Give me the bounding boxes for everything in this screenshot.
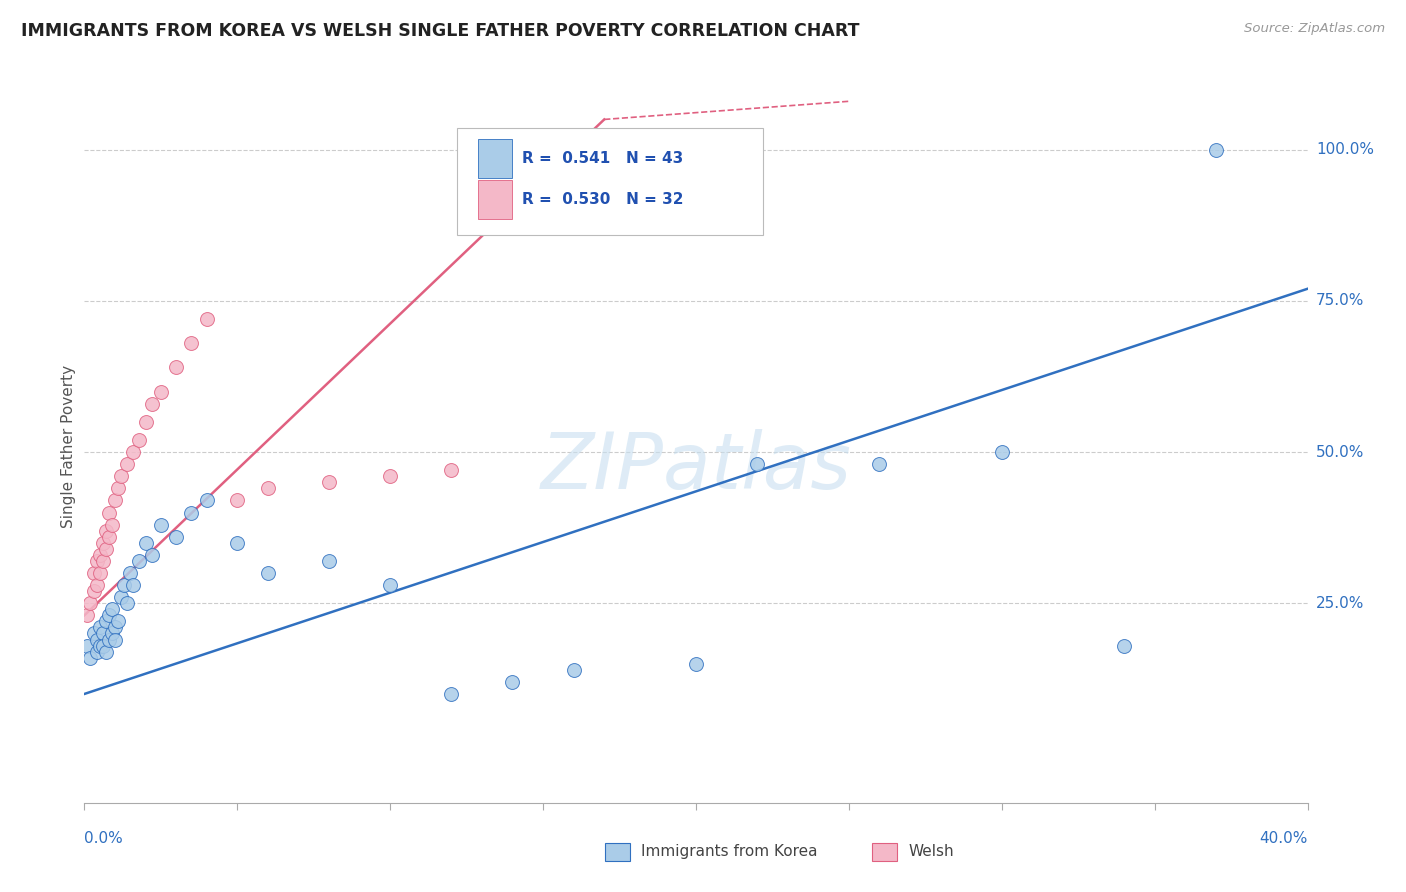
Text: Welsh: Welsh: [908, 845, 953, 859]
Point: [97, 632, 120, 647]
Point: [86, 632, 108, 647]
Point: [79, 650, 101, 665]
Bar: [872, 843, 897, 861]
Point: [76, 639, 98, 653]
Text: 75.0%: 75.0%: [1316, 293, 1364, 309]
Bar: [478, 180, 513, 219]
Point: [195, 312, 218, 326]
Point: [991, 445, 1014, 459]
Point: [149, 517, 172, 532]
Point: [91, 626, 114, 640]
Point: [318, 475, 340, 490]
Point: [149, 384, 172, 399]
Point: [128, 554, 150, 568]
Text: Immigrants from Korea: Immigrants from Korea: [641, 845, 818, 859]
Point: [91, 554, 114, 568]
Point: [94, 524, 117, 538]
Point: [226, 535, 249, 549]
Point: [97, 506, 120, 520]
Point: [94, 615, 117, 629]
Point: [107, 615, 129, 629]
Point: [97, 608, 120, 623]
Point: [180, 506, 202, 520]
Point: [380, 469, 402, 483]
Point: [89, 639, 111, 653]
Point: [91, 639, 114, 653]
FancyBboxPatch shape: [457, 128, 763, 235]
Text: 40.0%: 40.0%: [1260, 831, 1308, 847]
Point: [128, 433, 150, 447]
Point: [89, 620, 111, 634]
Text: 100.0%: 100.0%: [1316, 142, 1374, 157]
Text: R =  0.530   N = 32: R = 0.530 N = 32: [522, 192, 683, 207]
Point: [76, 608, 98, 623]
Point: [104, 620, 127, 634]
Point: [115, 596, 138, 610]
Text: 50.0%: 50.0%: [1316, 444, 1364, 459]
Point: [318, 554, 340, 568]
Text: IMMIGRANTS FROM KOREA VS WELSH SINGLE FATHER POVERTY CORRELATION CHART: IMMIGRANTS FROM KOREA VS WELSH SINGLE FA…: [21, 22, 859, 40]
Point: [180, 336, 202, 351]
Point: [94, 645, 117, 659]
Point: [86, 645, 108, 659]
Point: [101, 626, 124, 640]
Point: [165, 360, 187, 375]
Point: [257, 481, 280, 495]
Point: [440, 463, 463, 477]
Point: [502, 674, 524, 689]
Point: [107, 481, 129, 495]
Y-axis label: Single Father Poverty: Single Father Poverty: [60, 365, 76, 527]
Point: [141, 397, 163, 411]
Point: [86, 554, 108, 568]
Point: [112, 578, 135, 592]
Point: [101, 602, 124, 616]
Point: [89, 566, 111, 580]
Point: [101, 517, 124, 532]
Point: [380, 578, 402, 592]
Point: [83, 626, 105, 640]
Point: [110, 590, 132, 604]
Point: [226, 493, 249, 508]
Point: [91, 535, 114, 549]
Point: [97, 530, 120, 544]
Text: Source: ZipAtlas.com: Source: ZipAtlas.com: [1244, 22, 1385, 36]
Point: [94, 541, 117, 556]
Point: [562, 663, 585, 677]
Point: [110, 469, 132, 483]
Point: [83, 584, 105, 599]
Point: [79, 596, 101, 610]
Point: [115, 457, 138, 471]
Point: [1114, 639, 1136, 653]
Point: [747, 457, 769, 471]
Point: [165, 530, 187, 544]
Point: [685, 657, 707, 671]
Point: [257, 566, 280, 580]
Point: [195, 493, 218, 508]
Point: [135, 535, 157, 549]
Text: 0.0%: 0.0%: [84, 831, 124, 847]
Point: [122, 445, 145, 459]
Point: [135, 415, 157, 429]
Point: [104, 493, 127, 508]
Point: [83, 566, 105, 580]
Point: [122, 578, 145, 592]
Point: [120, 566, 142, 580]
Point: [440, 687, 463, 701]
Point: [869, 457, 891, 471]
Point: [89, 548, 111, 562]
Text: R =  0.541   N = 43: R = 0.541 N = 43: [522, 152, 683, 166]
Text: 25.0%: 25.0%: [1316, 596, 1364, 611]
Point: [141, 548, 163, 562]
Point: [104, 632, 127, 647]
Point: [86, 578, 108, 592]
Bar: [478, 139, 513, 178]
Point: [1205, 143, 1227, 157]
Bar: [605, 843, 630, 861]
Text: ZIPatlas: ZIPatlas: [540, 429, 852, 506]
